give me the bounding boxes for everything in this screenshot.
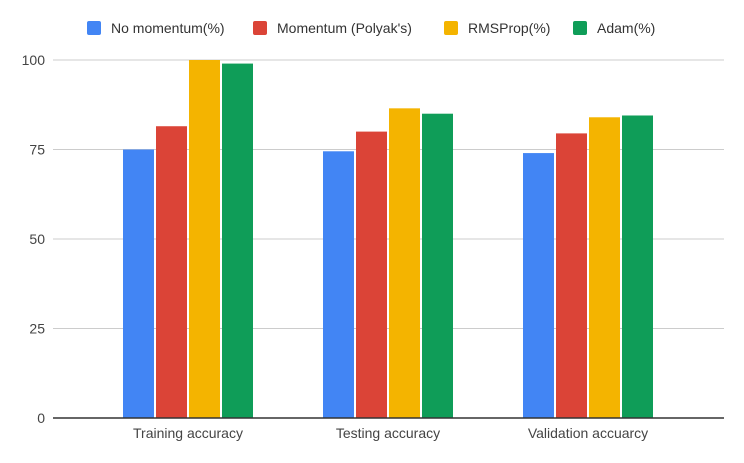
bar-training-accuracy-momentum-polyak-s [156,126,187,418]
bar-testing-accuracy-adam [422,113,453,418]
legend-label-adam: Adam(%) [597,20,655,36]
bar-training-accuracy-no-momentum [123,149,154,418]
bar-validation-accuarcy-rmsprop [589,117,620,418]
bar-testing-accuracy-momentum-polyak-s [356,131,387,418]
bar-training-accuracy-rmsprop [189,60,220,418]
bar-testing-accuracy-rmsprop [389,108,420,418]
legend-label-no-momentum: No momentum(%) [111,20,225,36]
x-category-label: Validation accuarcy [528,425,648,441]
legend-label-rmsprop: RMSProp(%) [468,20,550,36]
bar-validation-accuarcy-no-momentum [523,153,554,418]
y-tick-label: 100 [22,52,46,68]
x-category-label: Testing accuracy [336,425,440,441]
bar-validation-accuarcy-momentum-polyak-s [556,133,587,418]
bar-validation-accuarcy-adam [622,115,653,419]
y-tick-label: 0 [37,410,45,426]
y-tick-label: 75 [29,142,45,158]
y-tick-label: 25 [29,321,45,337]
legend-swatch-rmsprop [444,21,458,35]
legend-label-momentum-polyak-s: Momentum (Polyak's) [277,20,412,36]
chart-legend: No momentum(%) Momentum (Polyak's) RMSProp… [87,20,655,36]
bar-training-accuracy-adam [222,63,253,419]
legend-swatch-momentum-polyak-s [253,21,267,35]
x-axis-category-labels: Training accuracy Testing accuracy Validat… [133,425,648,441]
y-tick-label: 50 [29,231,45,247]
y-axis-tick-labels: 0 25 50 75 100 [22,52,46,426]
legend-swatch-adam [573,21,587,35]
legend-swatch-no-momentum [87,21,101,35]
bar-testing-accuracy-no-momentum [323,151,354,419]
chart-bars [123,60,653,419]
x-category-label: Training accuracy [133,425,243,441]
